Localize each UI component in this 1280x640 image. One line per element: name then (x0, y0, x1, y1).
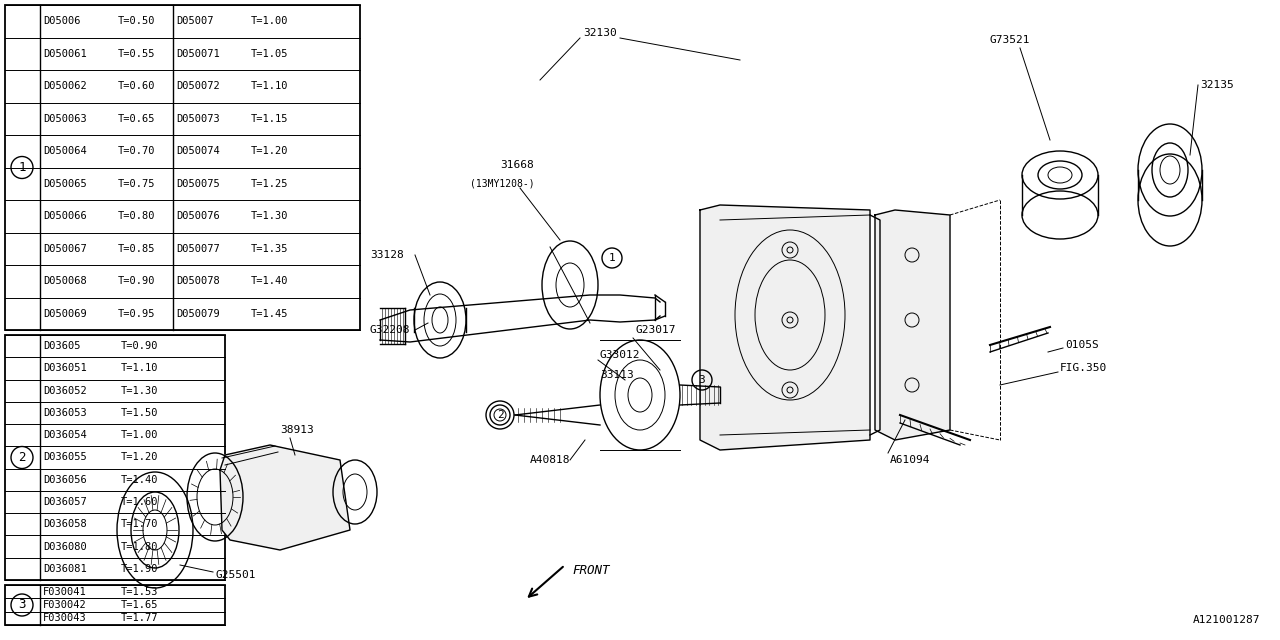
Text: D036051: D036051 (44, 364, 87, 373)
Bar (5, 5, 360, 330)
Text: D050061: D050061 (44, 49, 87, 59)
Polygon shape (700, 205, 870, 450)
Text: D036053: D036053 (44, 408, 87, 418)
Text: D050069: D050069 (44, 308, 87, 319)
Text: 3: 3 (18, 598, 26, 611)
Text: 0105S: 0105S (1065, 340, 1098, 350)
Text: T=0.90: T=0.90 (122, 341, 159, 351)
Text: 38913: 38913 (280, 425, 314, 435)
Text: 33113: 33113 (600, 370, 634, 380)
Text: D036058: D036058 (44, 519, 87, 529)
Text: D050064: D050064 (44, 147, 87, 156)
Text: T=1.10: T=1.10 (122, 364, 159, 373)
Text: D050068: D050068 (44, 276, 87, 286)
Text: FIG.350: FIG.350 (1060, 363, 1107, 373)
Text: D050066: D050066 (44, 211, 87, 221)
Text: T=1.20: T=1.20 (251, 147, 288, 156)
Text: G73521: G73521 (989, 35, 1030, 45)
Text: F030041: F030041 (44, 587, 87, 596)
Text: D036081: D036081 (44, 564, 87, 574)
Text: D050063: D050063 (44, 114, 87, 124)
Text: T=1.45: T=1.45 (251, 308, 288, 319)
Text: T=1.20: T=1.20 (122, 452, 159, 463)
Text: T=0.95: T=0.95 (118, 308, 155, 319)
Text: G23017: G23017 (635, 325, 676, 335)
Text: D050067: D050067 (44, 244, 87, 253)
Text: T=1.05: T=1.05 (251, 49, 288, 59)
Text: D050072: D050072 (177, 81, 220, 92)
Text: D050077: D050077 (177, 244, 220, 253)
Text: T=1.35: T=1.35 (251, 244, 288, 253)
Text: 31668: 31668 (500, 160, 534, 170)
Text: D050073: D050073 (177, 114, 220, 124)
Text: T=1.60: T=1.60 (122, 497, 159, 507)
Text: T=0.50: T=0.50 (118, 16, 155, 26)
Text: T=1.77: T=1.77 (122, 613, 159, 623)
Text: T=1.40: T=1.40 (122, 475, 159, 484)
Text: D050074: D050074 (177, 147, 220, 156)
Polygon shape (876, 210, 950, 440)
Text: T=0.65: T=0.65 (118, 114, 155, 124)
Text: D050076: D050076 (177, 211, 220, 221)
Text: T=1.90: T=1.90 (122, 564, 159, 574)
Text: 33128: 33128 (370, 250, 403, 260)
Text: D050079: D050079 (177, 308, 220, 319)
Text: FRONT: FRONT (572, 563, 609, 577)
Bar (5, 335, 225, 580)
Text: T=0.90: T=0.90 (118, 276, 155, 286)
Text: D036080: D036080 (44, 541, 87, 552)
Text: 2: 2 (18, 451, 26, 464)
Text: T=1.70: T=1.70 (122, 519, 159, 529)
Text: T=0.75: T=0.75 (118, 179, 155, 189)
Text: T=0.85: T=0.85 (118, 244, 155, 253)
Text: D050065: D050065 (44, 179, 87, 189)
Text: A61094: A61094 (890, 455, 931, 465)
Text: T=0.60: T=0.60 (118, 81, 155, 92)
Text: D036056: D036056 (44, 475, 87, 484)
Bar (5, 585, 225, 625)
Text: 1: 1 (608, 253, 616, 263)
Text: G32208: G32208 (370, 325, 411, 335)
Text: T=0.55: T=0.55 (118, 49, 155, 59)
Text: T=1.25: T=1.25 (251, 179, 288, 189)
Text: A40818: A40818 (530, 455, 571, 465)
Text: D05006: D05006 (44, 16, 81, 26)
Text: D036055: D036055 (44, 452, 87, 463)
Polygon shape (220, 445, 349, 550)
Text: D050075: D050075 (177, 179, 220, 189)
Text: F030043: F030043 (44, 613, 87, 623)
Text: F030042: F030042 (44, 600, 87, 610)
Text: T=1.53: T=1.53 (122, 587, 159, 596)
Text: D050078: D050078 (177, 276, 220, 286)
Text: D036057: D036057 (44, 497, 87, 507)
Text: D050062: D050062 (44, 81, 87, 92)
Text: 32135: 32135 (1201, 80, 1234, 90)
Text: T=1.30: T=1.30 (251, 211, 288, 221)
Text: A121001287: A121001287 (1193, 615, 1260, 625)
Text: T=1.40: T=1.40 (251, 276, 288, 286)
Text: D03605: D03605 (44, 341, 81, 351)
Text: 2: 2 (497, 410, 503, 420)
Text: T=1.00: T=1.00 (251, 16, 288, 26)
Text: T=1.80: T=1.80 (122, 541, 159, 552)
Text: T=1.30: T=1.30 (122, 386, 159, 396)
Text: T=1.00: T=1.00 (122, 430, 159, 440)
Text: D050071: D050071 (177, 49, 220, 59)
Text: D036052: D036052 (44, 386, 87, 396)
Text: 3: 3 (699, 375, 705, 385)
Text: T=1.15: T=1.15 (251, 114, 288, 124)
Text: 32130: 32130 (584, 28, 617, 38)
Text: G25501: G25501 (215, 570, 256, 580)
Text: T=1.50: T=1.50 (122, 408, 159, 418)
Text: G33012: G33012 (600, 350, 640, 360)
Text: 1: 1 (18, 161, 26, 174)
Text: D05007: D05007 (177, 16, 214, 26)
Text: T=1.65: T=1.65 (122, 600, 159, 610)
Text: T=0.70: T=0.70 (118, 147, 155, 156)
Text: D036054: D036054 (44, 430, 87, 440)
Text: T=1.10: T=1.10 (251, 81, 288, 92)
Text: T=0.80: T=0.80 (118, 211, 155, 221)
Text: (13MY1208-): (13MY1208-) (470, 178, 535, 188)
